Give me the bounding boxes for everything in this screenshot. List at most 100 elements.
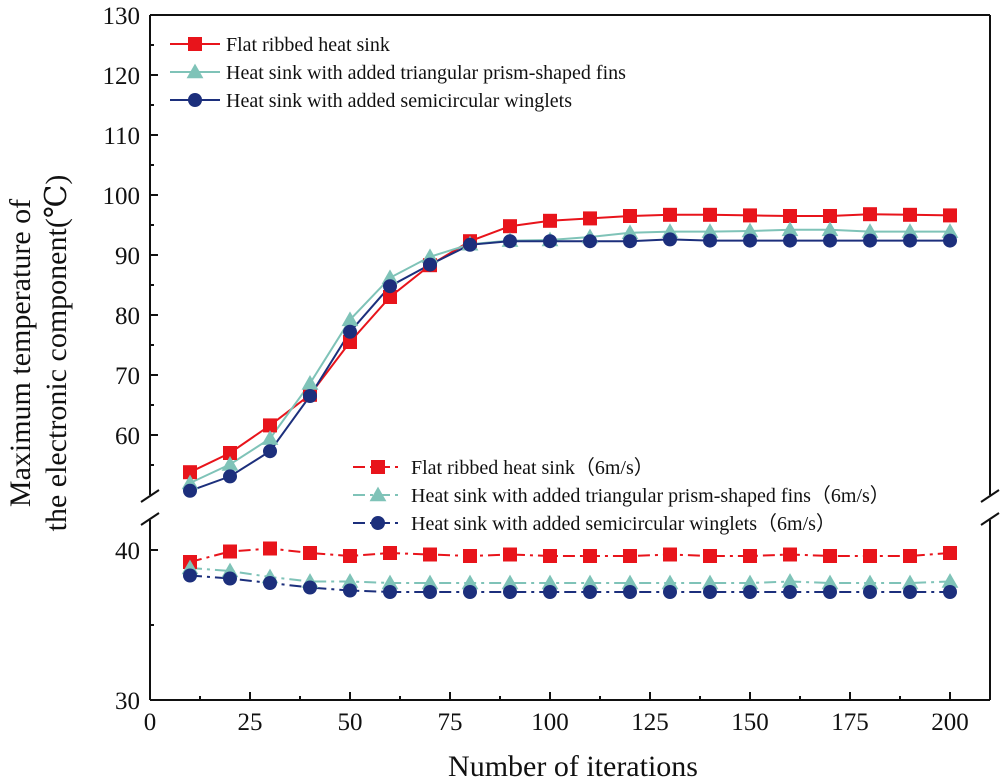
axis-break-mark-right-upper [980,489,1000,503]
x-tick-label: 25 [238,709,263,736]
y-tick-label-upper: 110 [103,123,140,150]
series-3-point [183,483,197,498]
series-3-point [423,257,437,272]
series-3-point [783,233,797,248]
series-4-point [743,549,757,563]
series-6-point [703,585,717,599]
series-4-point [823,549,837,563]
x-tick-label: 50 [338,709,363,736]
series-line-5 [189,567,951,584]
series-1-point [263,418,277,433]
series-6-point [663,585,677,599]
series-1-point [343,335,357,349]
series-6-point [743,585,757,599]
series-6-point [903,585,917,599]
series-4-point [463,549,477,563]
series-3-point [703,233,717,248]
x-tick-label: 125 [631,709,669,736]
series-4-point [223,544,237,559]
series-1-point [383,290,397,304]
series-6-point [943,585,957,599]
series-2-point [861,223,879,238]
legend-upper-entry-swatch-marker [188,37,202,51]
y-axis-title-line-1: Maximum temperature of [4,199,37,507]
legend-upper: Flat ribbed heat sink Heat sink with adde… [170,34,626,112]
series-1-point [943,208,957,223]
tick-labels-layer: 0 25 50 75 100 125 150 175 200 60 70 80 90 100 110 120 1… [103,3,969,736]
series-3-point [583,234,597,249]
series-lines-layer [189,213,951,593]
axis-break-mark-right-lower [980,512,1000,526]
series-4-point [303,546,317,560]
series-1-point [543,213,557,228]
legend-upper-entry-label: Flat ribbed heat sink [226,34,390,56]
x-tick-label: 100 [531,709,569,736]
y-tick-label-upper: 120 [103,63,141,90]
series-4-point [943,546,957,560]
legend-lower-entry-swatch-marker [371,460,385,474]
y-tick-label-upper: 90 [115,243,140,270]
series-3-point [343,324,357,339]
series-4-point [423,547,437,562]
series-line-2 [189,228,950,484]
series-4-point [343,549,357,563]
axis-break-mark-left-lower [140,512,160,526]
y-tick-label-upper: 70 [115,363,140,390]
series-1-point [823,209,837,223]
series-5-point [741,574,759,590]
series-4-point [583,549,597,563]
series-3-point [463,237,477,252]
series-2-point [381,269,399,285]
series-4-point [503,547,517,562]
legend-lower-entry-swatch-marker [371,516,385,530]
series-5-point [781,573,799,588]
series-5-point [421,574,439,590]
x-tick-label: 200 [931,709,969,736]
series-2-point [741,222,759,238]
series-2-point [901,223,919,238]
series-3-point [383,279,397,294]
series-5-point [581,574,599,590]
series-1-point [863,207,877,222]
series-3-point [863,233,877,248]
y-tick-label-lower: 30 [115,688,140,715]
series-6-point [423,585,437,599]
series-1-point [503,219,517,234]
x-tick-label: 0 [144,709,157,736]
series-4-point [543,549,557,563]
series-3-point [943,233,957,248]
series-6-point [463,585,477,599]
x-tick-label: 175 [831,709,869,736]
series-1-point [183,465,197,480]
series-4-point [383,546,397,560]
series-2-point [301,375,319,390]
series-markers-layer [181,207,959,599]
series-6-point [583,585,597,599]
series-2-point [821,221,839,237]
series-6-point [263,576,277,590]
series-4-point [863,549,877,563]
series-5-point [901,574,919,590]
series-1-point [743,208,757,223]
x-tick-label: 75 [438,709,463,736]
series-5-point [461,574,479,590]
series-5-point [861,574,879,590]
series-5-point [501,574,519,590]
series-4-point [783,547,797,562]
x-axis-title: Number of iterations [448,750,698,783]
series-3-point [623,234,637,249]
series-4-point [263,541,277,556]
legend-lower-entry-swatch-marker [369,486,387,502]
legend-lower-entry-label: Flat ribbed heat sink（6m/s） [411,456,654,479]
series-1-point [703,207,717,222]
series-2-point [621,224,639,240]
series-2-point [221,456,239,471]
y-tick-label-lower: 40 [115,538,140,565]
axes-layer [140,14,1000,701]
legend-lower-entry-label: Heat sink with added semicircular wingle… [411,512,836,535]
series-5-point [701,574,719,590]
series-3-point [303,389,317,403]
series-2-point [781,221,799,237]
y-tick-label-upper: 80 [115,303,140,330]
